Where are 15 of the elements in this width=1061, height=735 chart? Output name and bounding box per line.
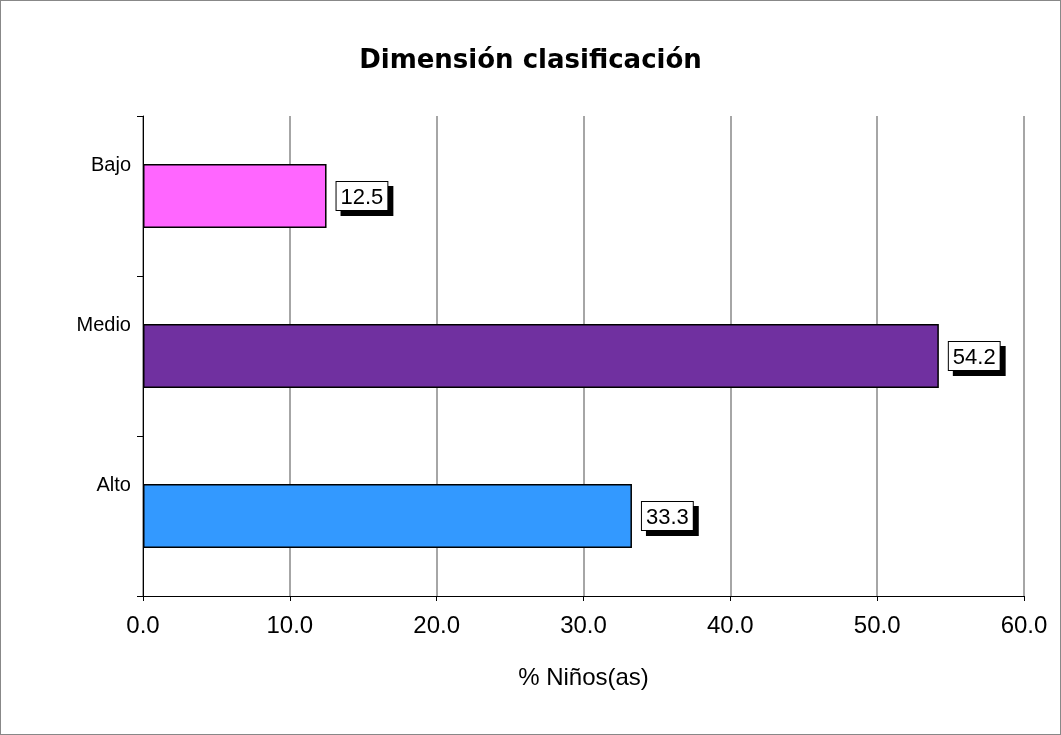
x-tick-label: 30.0 xyxy=(560,610,607,638)
x-tick-label: 20.0 xyxy=(413,610,461,638)
x-tick-label: 40.0 xyxy=(706,610,754,638)
y-tick-label: Bajo xyxy=(90,153,131,175)
x-tick-label: 50.0 xyxy=(853,610,901,638)
data-label: 33.3 xyxy=(645,503,689,529)
x-axis-title: % Niños(as) xyxy=(518,662,649,690)
x-tick-label: 0.0 xyxy=(126,610,160,638)
x-tick-label: 10.0 xyxy=(266,610,314,638)
x-tick-label: 60.0 xyxy=(1000,610,1048,638)
chart-title: Dimensión clasificación xyxy=(359,44,702,74)
data-label: 54.2 xyxy=(952,343,996,369)
data-label: 12.5 xyxy=(340,183,384,209)
y-tick-label: Medio xyxy=(76,313,131,335)
y-tick-label: Alto xyxy=(96,473,131,495)
